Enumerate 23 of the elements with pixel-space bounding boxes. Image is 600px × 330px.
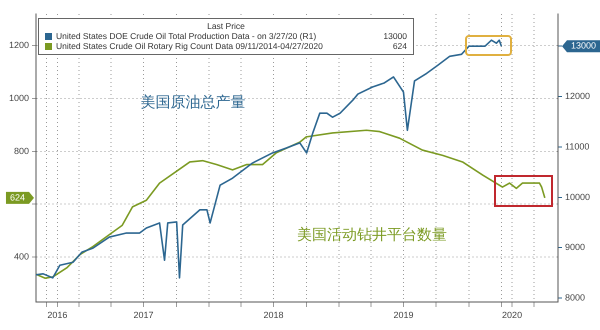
x-tick-label: 2017: [134, 310, 154, 320]
annotation: 美国原油总产量: [140, 93, 246, 112]
annotation: 美国活动钻井平台数量: [297, 226, 447, 244]
annotation: 13000: [383, 31, 407, 41]
x-tick-label: 2016: [47, 310, 68, 320]
legend-label: United States DOE Crude Oil Total Production Data - on 3/27/20 (R1): [56, 31, 318, 41]
text: 624: [10, 192, 26, 202]
x-tick-label: 2019: [393, 310, 414, 320]
y-tick-label: 1200: [8, 40, 29, 50]
y2-tick-label: 11000: [565, 141, 590, 152]
y2-tick-label: 10000: [565, 192, 590, 202]
y2-tick-label: 8000: [565, 292, 586, 302]
y-tick-label: 800: [14, 146, 29, 156]
x-tick-label: 2018: [263, 310, 284, 320]
y-tick-label: 400: [14, 252, 29, 262]
annotation: 624: [392, 41, 407, 51]
legend-label: United States Crude Oil Rotary Rig Count Data 09/11/2014-04/27/2020: [56, 41, 324, 51]
y2-tick-label: 9000: [565, 242, 586, 252]
x-tick-label: 2020: [502, 310, 522, 320]
text: 13000: [571, 40, 596, 51]
y2-tick-label: 12000: [565, 91, 590, 102]
legend-title: Last Price: [206, 21, 246, 31]
y-tick-label: 1000: [8, 93, 29, 104]
